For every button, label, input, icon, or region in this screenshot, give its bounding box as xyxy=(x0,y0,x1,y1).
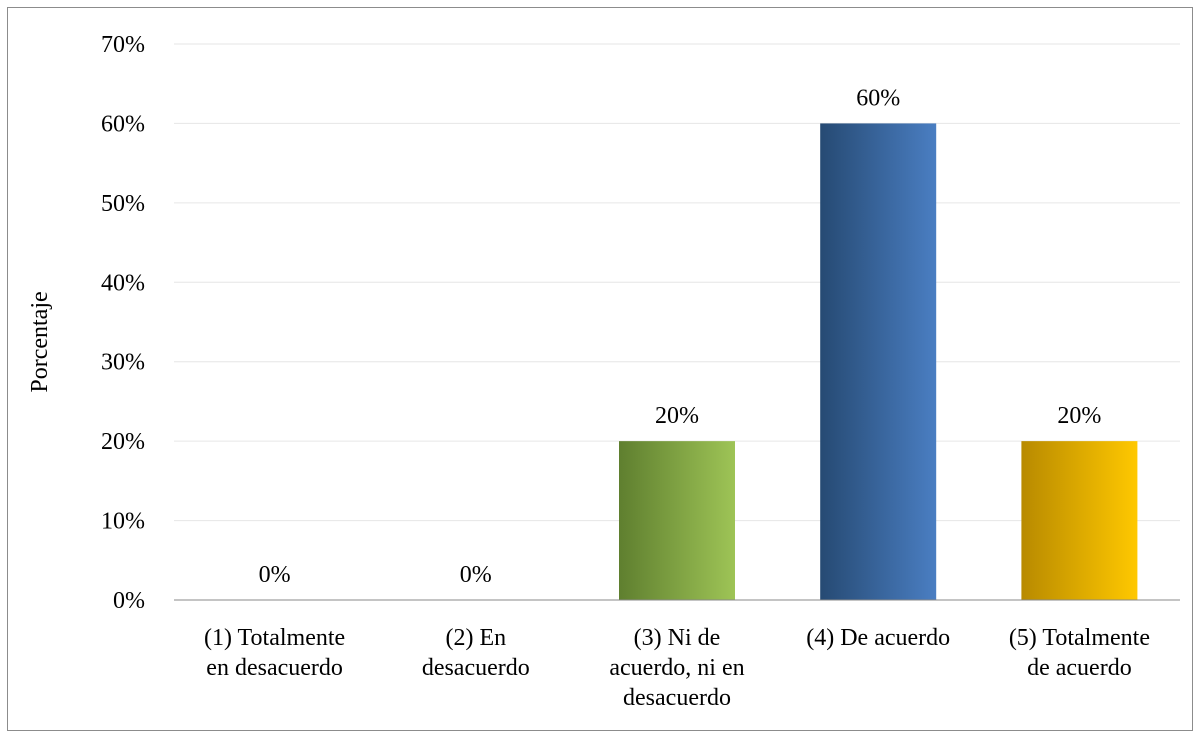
data-labels: 0% 0% 20% 60% 20% xyxy=(259,85,1102,588)
category-labels: (1) Totalmente en desacuerdo (2) En desacue… xyxy=(204,625,1150,711)
bar xyxy=(619,441,735,600)
data-label: 60% xyxy=(856,85,900,111)
y-tick-label: 10% xyxy=(101,509,145,535)
y-axis-ticks: 0% 10% 20% 30% 40% 50% 60% 70% xyxy=(101,32,145,614)
y-tick-label: 70% xyxy=(101,32,145,58)
y-tick-label: 0% xyxy=(113,588,145,614)
x-category-label: (5) Totalmente de acuerdo xyxy=(1009,625,1150,681)
y-tick-label: 40% xyxy=(101,270,145,296)
gridlines xyxy=(174,43,1180,522)
bar xyxy=(1021,441,1138,600)
y-tick-label: 30% xyxy=(101,350,145,376)
bars xyxy=(619,123,1138,600)
data-label: 0% xyxy=(460,562,492,588)
x-category-label: (4) De acuerdo xyxy=(806,625,950,651)
y-tick-label: 50% xyxy=(101,191,145,217)
y-axis-title: Porcentaje xyxy=(27,291,53,392)
x-category-label: (3) Ni de acuerdo, ni en desacuerdo xyxy=(609,625,744,711)
data-label: 20% xyxy=(1057,403,1101,429)
x-category-label: (1) Totalmente en desacuerdo xyxy=(204,625,345,681)
data-label: 20% xyxy=(655,403,699,429)
chart-frame xyxy=(7,7,1193,731)
data-label: 0% xyxy=(259,562,291,588)
y-tick-label: 20% xyxy=(101,429,145,455)
bar xyxy=(820,123,937,600)
x-category-label: (2) En desacuerdo xyxy=(422,625,530,681)
y-tick-label: 60% xyxy=(101,111,145,137)
